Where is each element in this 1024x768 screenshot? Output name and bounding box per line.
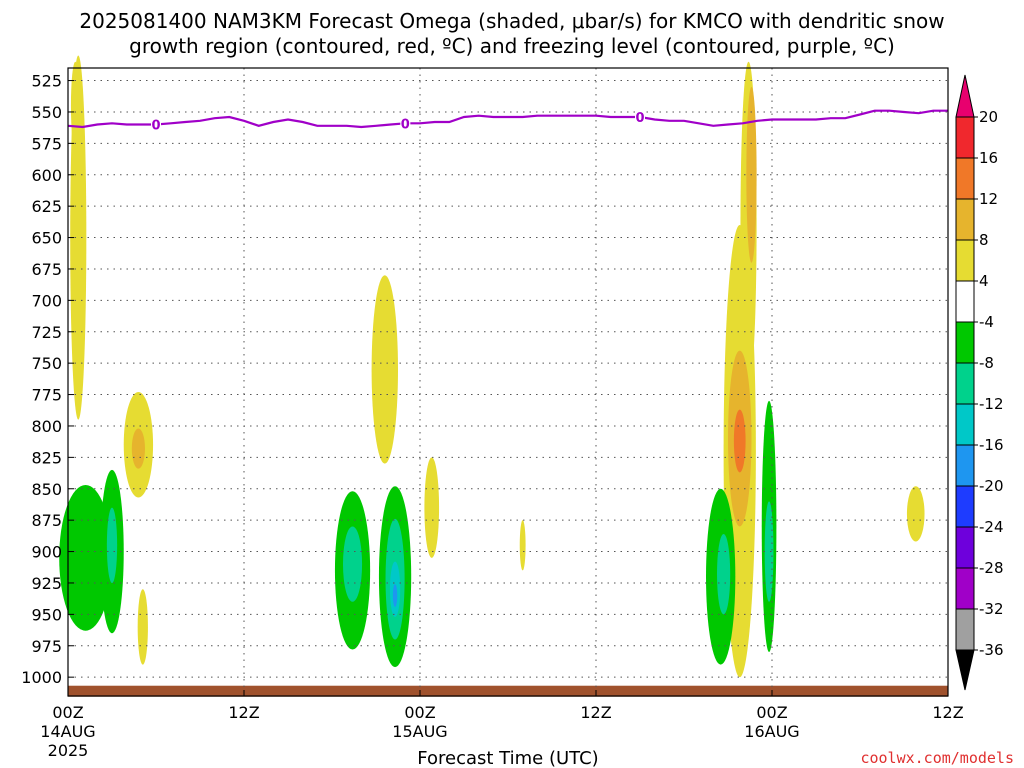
y-tick-label-675: 675 xyxy=(31,260,62,279)
freezing-label-1: 0 xyxy=(401,117,410,132)
y-tick-label-800: 800 xyxy=(31,417,62,436)
colorbar-bin-6 xyxy=(955,321,975,364)
omega-region-16 xyxy=(519,520,526,571)
grid-lines xyxy=(68,68,948,696)
y-tick-label-1000: 1000 xyxy=(21,668,62,687)
colorbar-label-7: -12 xyxy=(979,395,1004,413)
omega-region-26 xyxy=(906,486,925,542)
colorbar-label-2: 12 xyxy=(979,190,998,208)
freezing-level-line xyxy=(67,109,948,129)
freezing-label-2: 0 xyxy=(635,111,644,126)
colorbar-bin-3 xyxy=(955,198,975,241)
credit-text: coolwx.com/models xyxy=(860,749,1014,767)
freezing-label-0: 0 xyxy=(151,119,160,134)
colorbar-bin-11 xyxy=(955,526,975,569)
colorbar-bin-12 xyxy=(955,567,975,610)
y-axis-ticks: 525 550 575 600 625 650 675 700 725 750 775 800 825 8… xyxy=(21,72,74,687)
x-tick-label-24-1: 15AUG xyxy=(392,722,447,741)
omega-region-7 xyxy=(106,507,118,583)
x-tick-label-36-0: 12Z xyxy=(580,703,611,722)
plot-frame xyxy=(67,67,949,697)
omega-region-8 xyxy=(371,275,398,464)
y-tick-label-725: 725 xyxy=(31,323,62,342)
y-tick-label-650: 650 xyxy=(31,229,62,248)
omega-region-1 xyxy=(70,61,80,150)
omega-shading xyxy=(59,55,925,678)
omega-region-14 xyxy=(392,584,398,607)
omega-region-25 xyxy=(764,501,774,602)
colorbar-label-13: -36 xyxy=(979,641,1004,659)
y-tick-label-950: 950 xyxy=(31,605,62,624)
colorbar-bin-4 xyxy=(955,239,975,282)
colorbar-label-5: -4 xyxy=(979,313,994,331)
omega-region-4 xyxy=(137,589,148,665)
x-tick-label-60-0: 12Z xyxy=(932,703,963,722)
x-tick-label-48-1: 16AUG xyxy=(744,722,799,741)
omega-region-5 xyxy=(59,484,112,631)
y-tick-label-550: 550 xyxy=(31,103,62,122)
chart-title-line1: 2025081400 NAM3KM Forecast Omega (shaded… xyxy=(79,9,944,33)
colorbar-bottom-triangle xyxy=(955,649,975,691)
y-tick-label-900: 900 xyxy=(31,543,62,562)
ground-band xyxy=(68,685,948,697)
y-tick-label-975: 975 xyxy=(31,637,62,656)
x-axis-label: Forecast Time (UTC) xyxy=(417,748,598,768)
colorbar-label-4: 4 xyxy=(979,272,989,290)
freezing-label-bg-1 xyxy=(400,115,411,130)
y-tick-label-525: 525 xyxy=(31,72,62,91)
colorbar-label-9: -20 xyxy=(979,477,1004,495)
colorbar-bin-1 xyxy=(955,116,975,159)
colorbar-label-8: -16 xyxy=(979,436,1004,454)
colorbar-label-12: -32 xyxy=(979,600,1004,618)
colorbar-bin-2 xyxy=(955,157,975,200)
x-tick-label-24-0: 00Z xyxy=(404,703,435,722)
y-tick-label-700: 700 xyxy=(31,291,62,310)
colorbar-bin-8 xyxy=(955,403,975,446)
y-tick-label-625: 625 xyxy=(31,197,62,216)
colorbar-bin-5 xyxy=(955,280,975,323)
y-tick-label-575: 575 xyxy=(31,134,62,153)
colorbar-label-6: -8 xyxy=(979,354,994,372)
x-tick-label-12-0: 12Z xyxy=(228,703,259,722)
colorbar-label-0: 20 xyxy=(979,108,998,126)
omega-region-3 xyxy=(131,428,145,469)
y-tick-label-875: 875 xyxy=(31,511,62,530)
y-tick-label-925: 925 xyxy=(31,574,62,593)
chart-title-line2: growth region (contoured, red, ºC) and f… xyxy=(129,34,895,58)
freezing-label-bg-2 xyxy=(635,108,645,123)
omega-region-10 xyxy=(343,526,363,602)
colorbar-label-10: -24 xyxy=(979,518,1004,536)
freezing-label-bg-0 xyxy=(151,116,161,131)
y-tick-label-825: 825 xyxy=(31,448,62,467)
x-tick-label-48-0: 00Z xyxy=(756,703,787,722)
x-tick-label-0-2: 2025 xyxy=(48,741,89,760)
omega-region-23 xyxy=(717,533,731,615)
freezing-level: 0 0 0 xyxy=(67,108,948,134)
x-tick-label-0-0: 00Z xyxy=(52,703,83,722)
omega-region-15 xyxy=(424,457,440,558)
colorbar-top-triangle xyxy=(955,74,975,118)
colorbar-label-1: 16 xyxy=(979,149,998,167)
y-tick-label-600: 600 xyxy=(31,166,62,185)
x-tick-label-0-1: 14AUG xyxy=(40,722,95,741)
colorbar: 20 16 12 8 4 -4 -8 -12 -16 -20 -24 -28 -32 -36 xyxy=(955,74,1004,691)
y-tick-label-850: 850 xyxy=(31,480,62,499)
colorbar-bin-7 xyxy=(955,362,975,405)
y-tick-label-775: 775 xyxy=(31,386,62,405)
omega-region-21 xyxy=(733,409,746,473)
y-tick-label-750: 750 xyxy=(31,354,62,373)
colorbar-label-3: 8 xyxy=(979,231,989,249)
colorbar-label-11: -28 xyxy=(979,559,1004,577)
colorbar-bin-10 xyxy=(955,485,975,528)
colorbar-bin-13 xyxy=(955,608,975,651)
colorbar-bin-9 xyxy=(955,444,975,487)
ground-surface xyxy=(68,685,948,697)
